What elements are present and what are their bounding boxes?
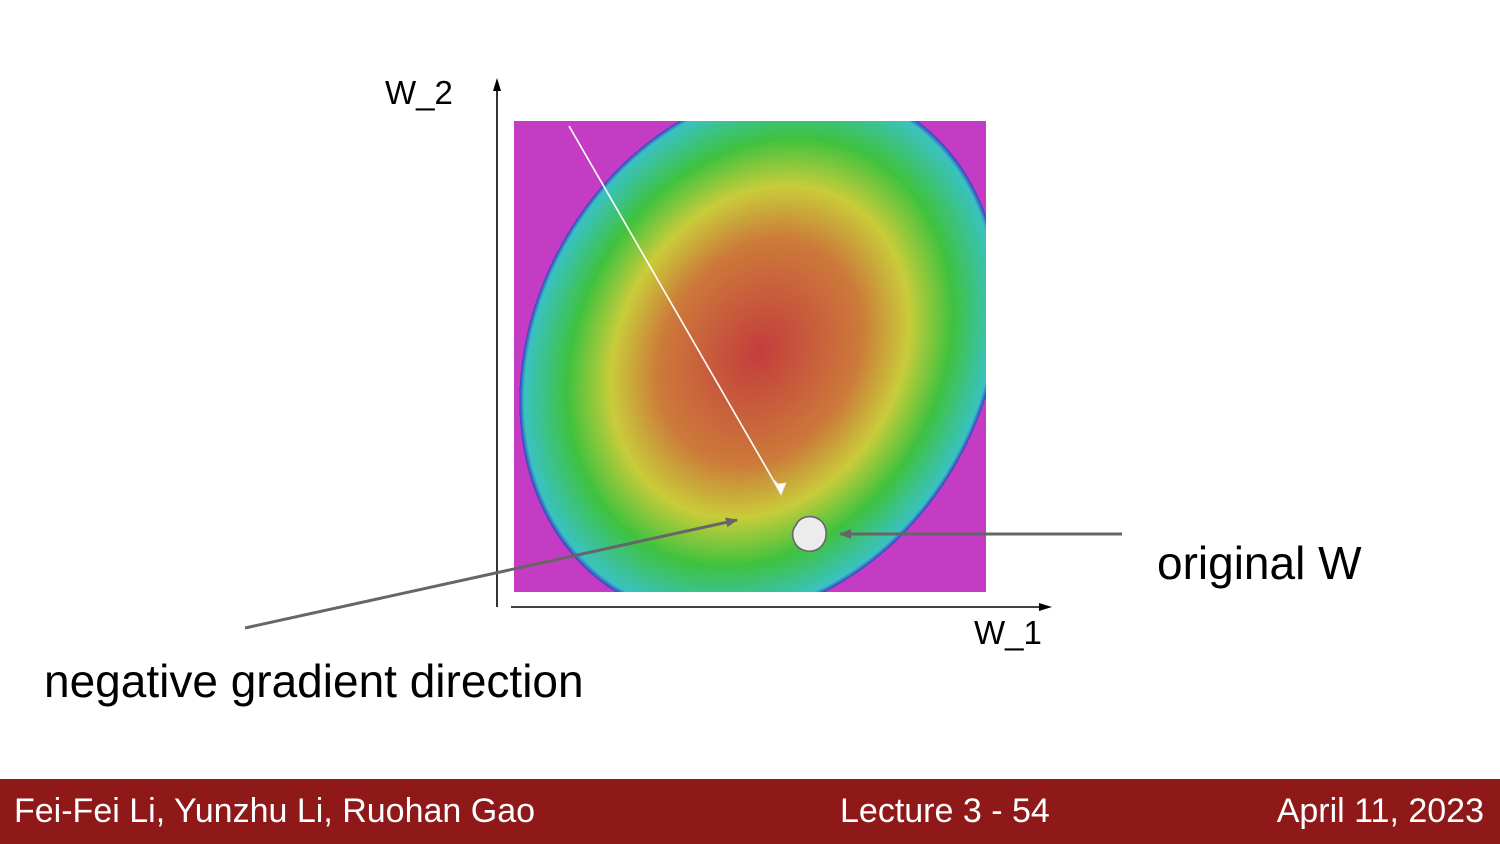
negative-gradient-arrow xyxy=(244,517,738,630)
footer-date: April 11, 2023 xyxy=(1276,792,1484,830)
slide-footer: Fei-Fei Li, Yunzhu Li, Ruohan Gao Lectur… xyxy=(0,779,1500,844)
footer-lecture-number: Lecture 3 - 54 xyxy=(840,792,1050,830)
loss-landscape-diagram xyxy=(244,78,1122,630)
original-w-point xyxy=(791,515,827,552)
footer-authors: Fei-Fei Li, Yunzhu Li, Ruohan Gao xyxy=(14,792,536,830)
original-w-label: original W xyxy=(1157,537,1362,589)
loss-heatmap xyxy=(514,121,986,592)
x-axis-label: W_1 xyxy=(974,614,1042,651)
negative-gradient-label: negative gradient direction xyxy=(44,655,584,707)
gradient-direction-line xyxy=(568,125,787,496)
y-axis-label: W_2 xyxy=(385,74,453,111)
y-axis xyxy=(493,78,501,607)
x-axis xyxy=(511,603,1052,611)
